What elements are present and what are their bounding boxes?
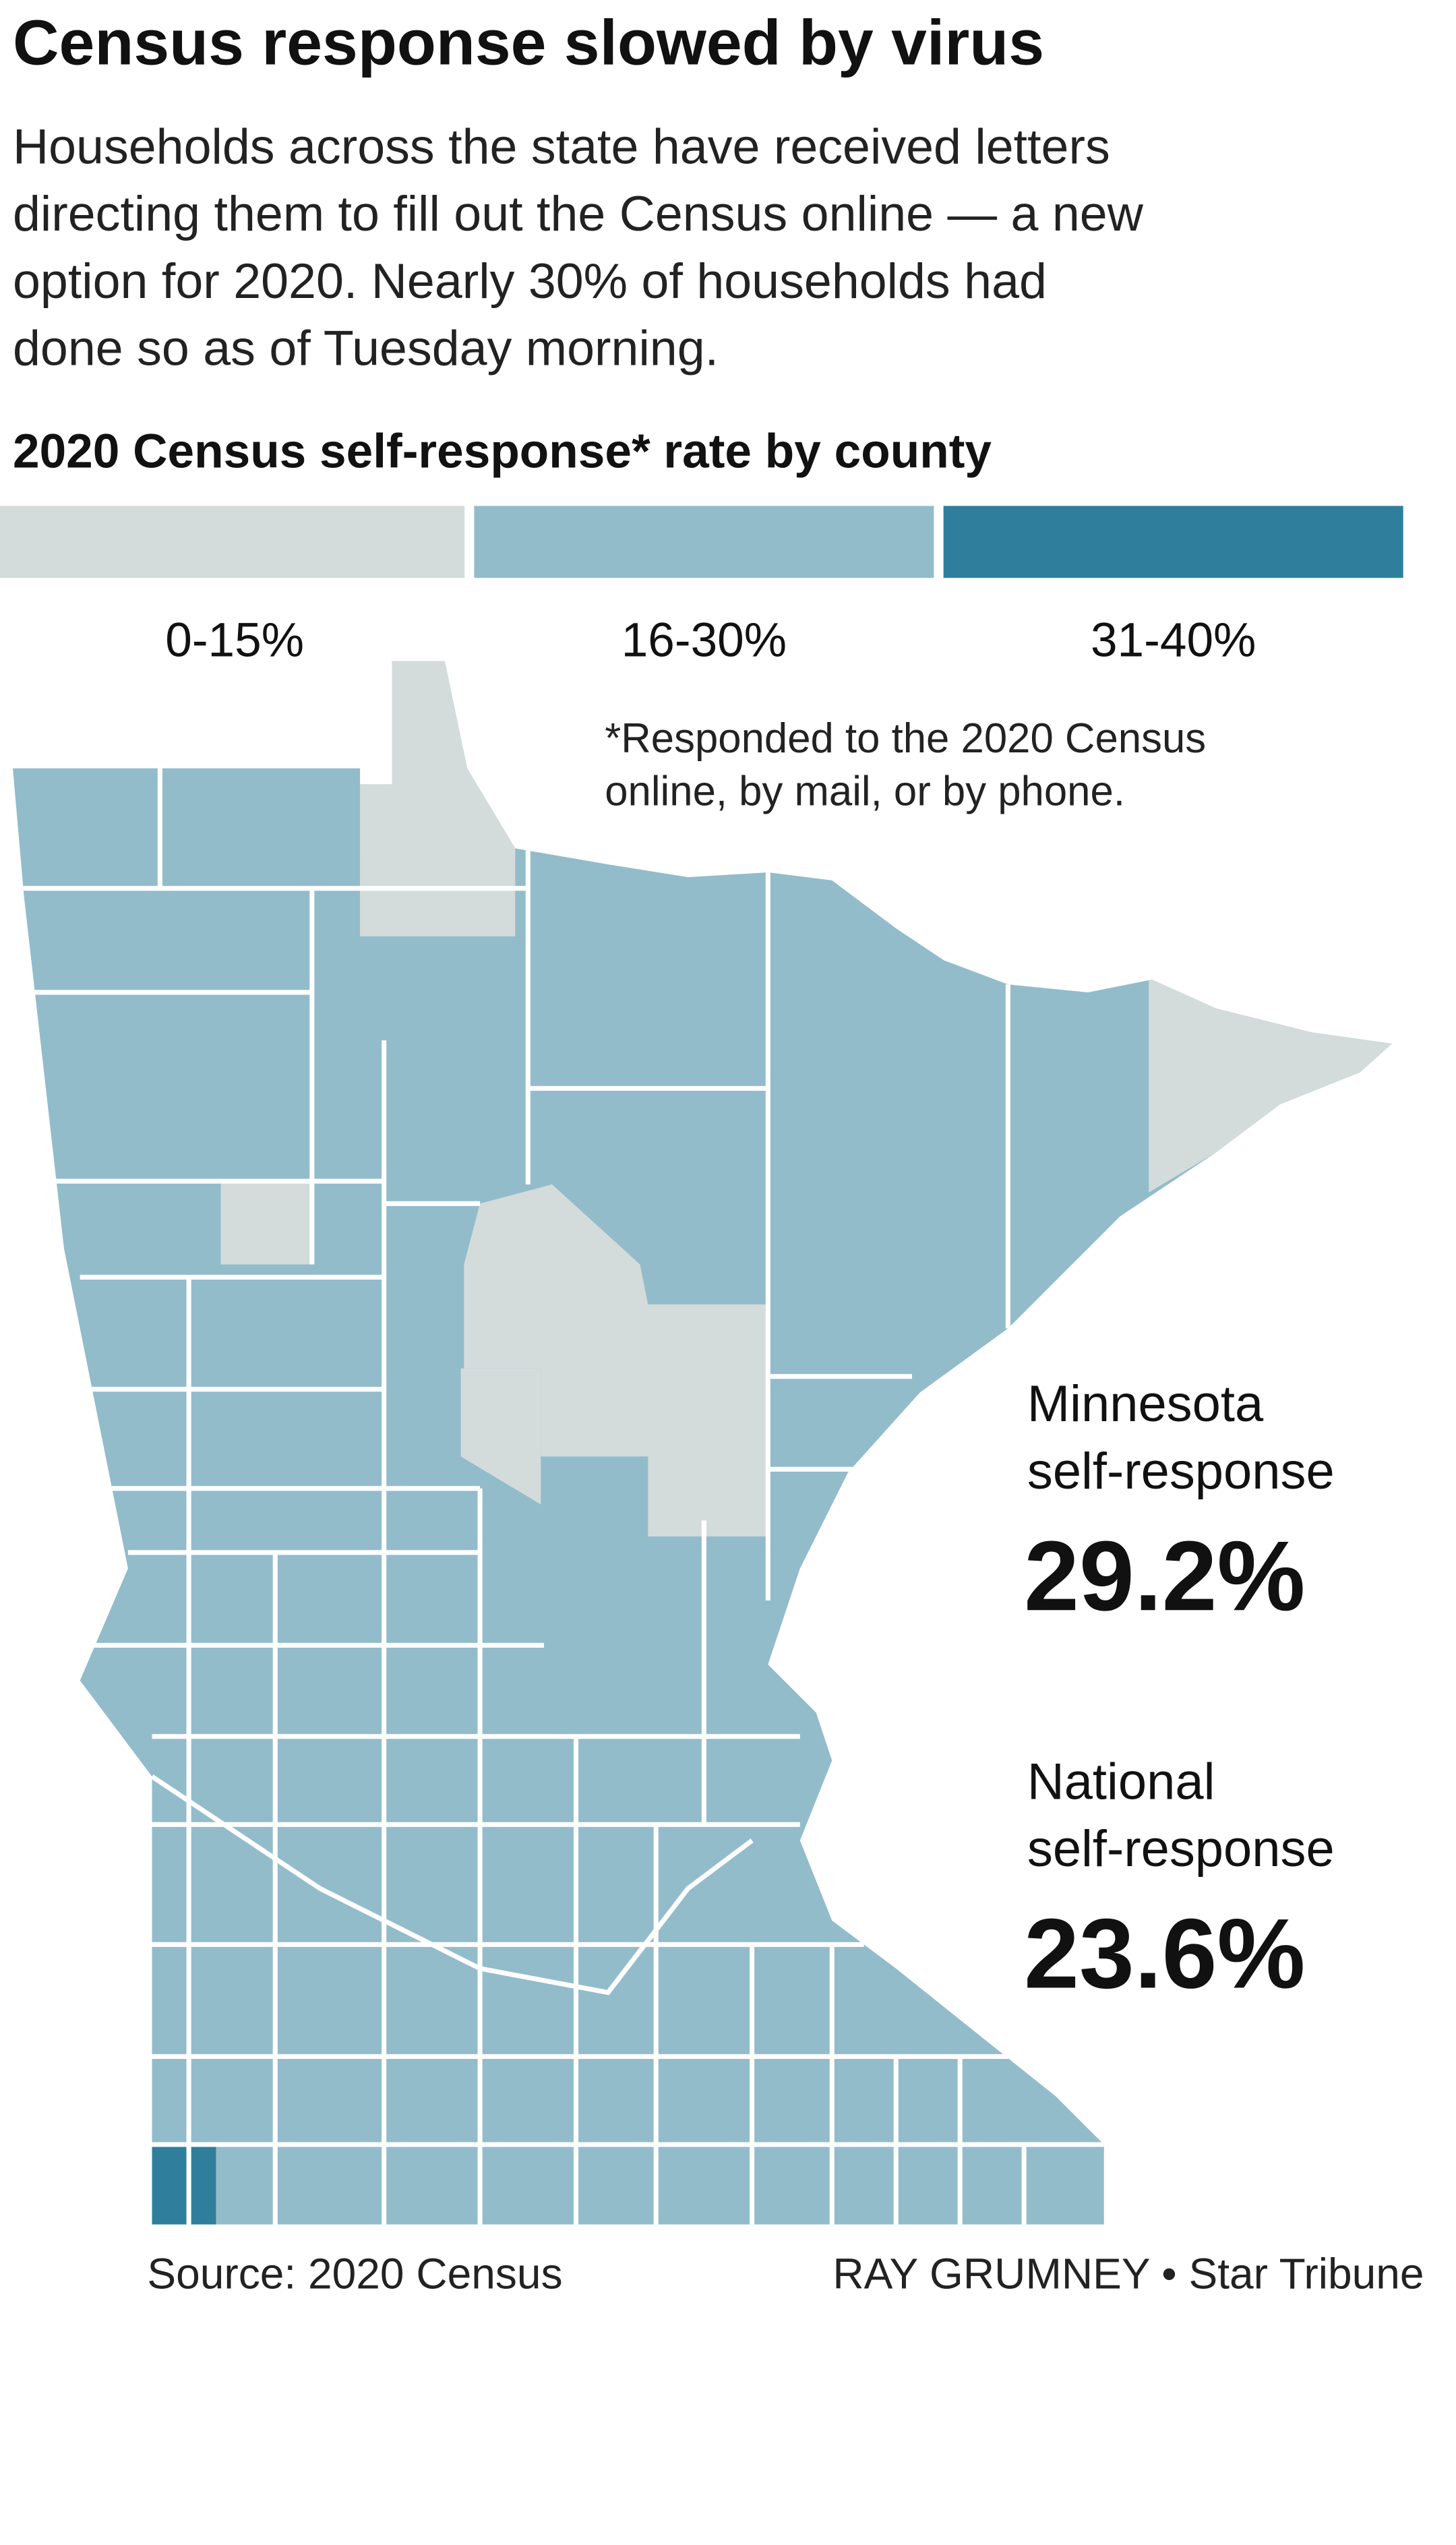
county <box>460 1368 541 1505</box>
legend-label: 0-15% <box>165 614 304 667</box>
legend-label: 31-40% <box>1091 614 1256 667</box>
subtitle-line: done so as of Tuesday morning. <box>13 320 719 376</box>
county <box>1149 960 1393 1193</box>
legend-swatch <box>943 506 1403 578</box>
stat-label: self-response <box>1027 1443 1335 1500</box>
footnote-line: *Responded to the 2020 Census <box>605 715 1206 762</box>
subtitle-line: option for 2020. Nearly 30% of household… <box>13 253 1047 309</box>
county <box>464 1184 768 1537</box>
subtitle-line: directing them to fill out the Census on… <box>13 185 1144 241</box>
subtitle-line: Households across the state have receive… <box>13 118 1110 174</box>
stat-value: 23.6% <box>1024 1898 1305 2009</box>
legend-swatch <box>474 506 934 578</box>
county <box>152 2145 216 2225</box>
stat-label: self-response <box>1027 1820 1335 1878</box>
county <box>360 661 516 936</box>
county-borders <box>12 768 1104 2225</box>
county <box>220 1181 312 1265</box>
source: Source: 2020 Census <box>147 2250 562 2298</box>
credit: RAY GRUMNEY • Star Tribune <box>832 2250 1424 2298</box>
stat-label: Minnesota <box>1027 1375 1264 1433</box>
stat-label: National <box>1027 1753 1215 1810</box>
footnote-line: online, by mail, or by phone. <box>605 768 1125 814</box>
stat-value: 29.2% <box>1024 1521 1305 1631</box>
title: Census response slowed by virus <box>13 7 1044 78</box>
legend-swatch <box>0 506 465 578</box>
legend-label: 16-30% <box>621 614 787 667</box>
legend-title: 2020 Census self-response* rate by count… <box>13 425 992 478</box>
